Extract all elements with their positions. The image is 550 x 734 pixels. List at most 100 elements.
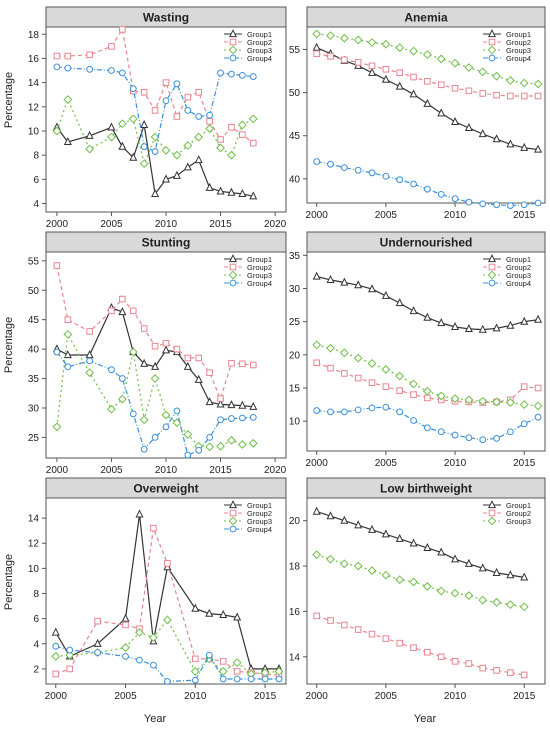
data-point-group4 <box>238 414 246 422</box>
data-point-group2 <box>140 88 148 96</box>
data-point-group2 <box>327 53 334 60</box>
x-tick-label: 2000 <box>46 465 69 476</box>
data-point-group2 <box>507 92 514 100</box>
data-point-group3 <box>237 440 247 449</box>
y-tick-label: 14 <box>28 514 40 525</box>
data-point-group2 <box>424 648 431 656</box>
legend-marker <box>488 279 496 287</box>
data-point-group3 <box>381 365 391 374</box>
data-point-group3 <box>339 559 349 569</box>
y-tick-label: 14 <box>28 78 40 89</box>
data-point-group4 <box>66 646 74 654</box>
data-point-group2 <box>173 113 181 120</box>
data-point-group4 <box>52 642 60 650</box>
data-point-group2 <box>313 50 320 58</box>
data-point-group2 <box>410 73 417 81</box>
data-point-group4 <box>275 675 283 683</box>
legend-label: Group1 <box>506 501 531 510</box>
data-point-group2 <box>195 88 203 96</box>
data-point-group3 <box>107 132 116 142</box>
data-point-group3 <box>353 561 363 571</box>
data-point-group1 <box>478 324 487 333</box>
y-tick-label: 55 <box>289 45 301 56</box>
data-point-group1 <box>194 155 203 164</box>
data-point-group1 <box>93 638 102 647</box>
data-point-group3 <box>117 394 127 404</box>
data-point-group3 <box>150 374 160 383</box>
data-point-group3 <box>52 422 62 432</box>
data-point-group4 <box>163 678 171 685</box>
data-point-group2 <box>479 90 487 97</box>
legend-label: Group4 <box>506 279 531 288</box>
data-point-group2 <box>341 56 348 64</box>
data-point-group1 <box>520 142 529 151</box>
data-point-group4 <box>534 199 542 207</box>
data-point-group3 <box>150 132 160 142</box>
data-point-group1 <box>238 188 247 197</box>
legend-label: Group4 <box>247 54 272 63</box>
data-point-group3 <box>85 368 95 378</box>
legend-marker <box>487 29 497 38</box>
data-point-group4 <box>479 200 487 208</box>
x-tick-label: 2000 <box>306 210 329 221</box>
y-tick-label: 2 <box>33 664 39 675</box>
data-point-group3 <box>326 554 335 564</box>
data-point-group1 <box>161 174 171 183</box>
data-point-group2 <box>424 394 431 402</box>
legend-label: Group3 <box>247 517 272 526</box>
data-point-group3 <box>312 550 322 560</box>
data-point-group2 <box>151 342 159 350</box>
data-point-group4 <box>423 424 431 432</box>
data-point-group3 <box>237 120 247 130</box>
data-point-group4 <box>151 148 159 155</box>
legend-marker <box>229 509 237 517</box>
data-point-group3 <box>107 404 116 414</box>
data-point-group3 <box>505 600 515 610</box>
data-point-group2 <box>239 131 246 138</box>
data-point-group4 <box>108 366 115 374</box>
data-point-group2 <box>64 316 72 323</box>
legend-marker <box>487 516 497 526</box>
data-point-group2 <box>233 668 241 675</box>
data-point-group4 <box>122 652 129 660</box>
legend-label: Group3 <box>506 46 531 55</box>
data-point-group4 <box>118 375 126 382</box>
data-point-group3 <box>464 395 474 405</box>
data-point-group2 <box>368 379 376 386</box>
x-tick-label: 2020 <box>264 219 287 230</box>
data-point-group4 <box>195 113 203 120</box>
data-point-group1 <box>381 529 390 538</box>
data-point-group3 <box>227 150 236 160</box>
data-point-group4 <box>313 158 321 165</box>
data-point-group1 <box>520 572 529 581</box>
data-point-group1 <box>227 400 236 409</box>
x-tick-label: 2000 <box>45 691 68 702</box>
data-point-group1 <box>395 298 404 307</box>
data-point-group3 <box>464 591 474 600</box>
data-point-group1 <box>85 130 94 139</box>
data-point-group3 <box>367 38 377 47</box>
data-point-group3 <box>52 126 62 136</box>
data-point-group2 <box>520 92 528 100</box>
data-point-group4 <box>520 420 528 428</box>
data-point-group1 <box>464 558 473 567</box>
data-point-group4 <box>217 69 224 77</box>
data-point-group4 <box>53 63 61 71</box>
data-point-group3 <box>505 76 515 85</box>
data-point-group2 <box>327 617 334 624</box>
data-point-group2 <box>313 612 320 620</box>
data-point-group3 <box>492 397 501 407</box>
x-tick-label: 2015 <box>209 219 232 230</box>
data-point-group2 <box>228 124 235 131</box>
series-line-group2 <box>316 615 525 676</box>
data-point-group3 <box>436 586 446 596</box>
plot-area <box>45 497 287 685</box>
y-tick-label: 25 <box>289 317 301 328</box>
legend-label: Group2 <box>247 38 272 47</box>
data-point-group1 <box>129 152 138 161</box>
data-point-group2 <box>150 524 157 532</box>
data-point-group3 <box>194 132 204 142</box>
data-point-group2 <box>192 655 199 663</box>
data-point-group1 <box>51 627 60 636</box>
